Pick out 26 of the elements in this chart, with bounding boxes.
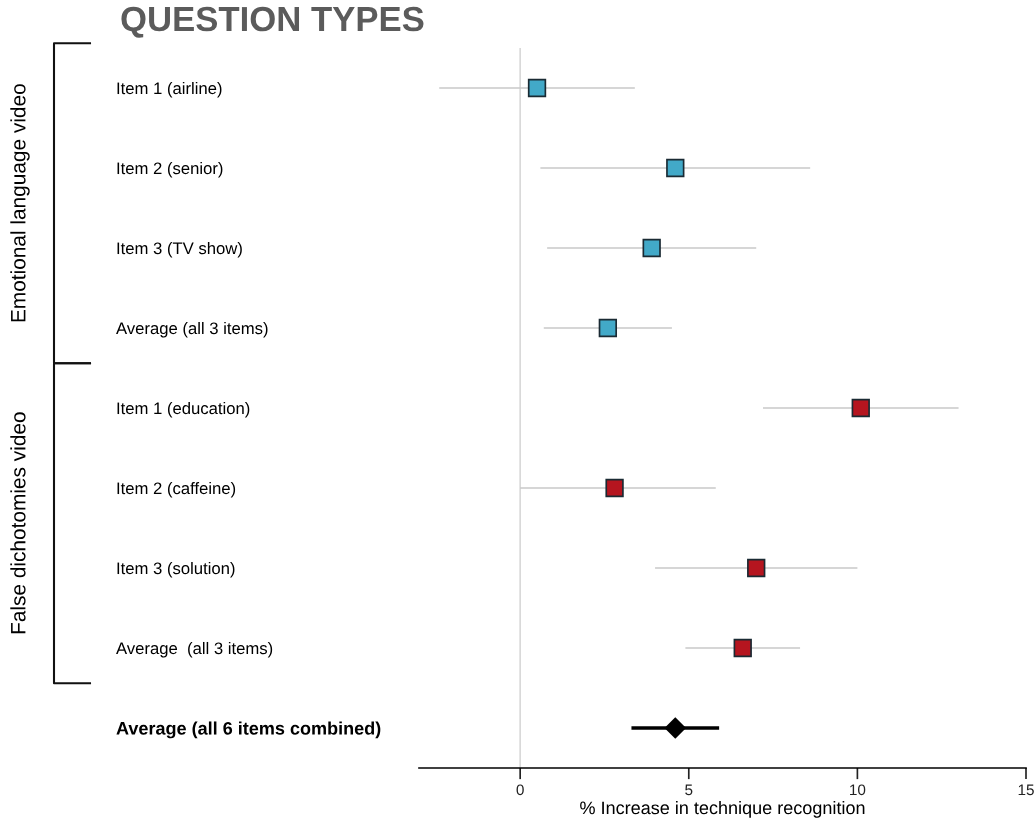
text: False dichotomies video (10, 412, 26, 634)
point (851, 398, 870, 418)
point (666, 158, 685, 178)
point (605, 478, 624, 498)
y-tick-label: Average (all 6 items combined) (116, 721, 381, 739)
y-tick-label: Item 1 (airline) (117, 81, 222, 98)
y-tick-label: Average (all 3 items) (116, 641, 273, 658)
y-tick-label: Item 1 (education) (117, 401, 250, 418)
point (598, 318, 618, 338)
x-tick-label: 10 (850, 784, 866, 796)
point (747, 558, 766, 578)
x-tick-label: 0 (516, 784, 524, 796)
chart-title: QUESTION TYPES (121, 6, 424, 38)
x-tick-label: 5 (685, 784, 693, 796)
text: Emotional language video (10, 84, 30, 322)
point (527, 78, 547, 98)
y-tick-label: Item 3 (TV show) (117, 241, 242, 258)
point (733, 638, 752, 658)
y-tick-label: Average (all 3 items) (116, 321, 268, 338)
point (642, 238, 661, 258)
y-tick-label: Item 2 (caffeine) (117, 481, 236, 498)
x-tick-label: 15 (1018, 784, 1034, 796)
y-tick-label: Item 3 (solution) (117, 561, 235, 578)
point (664, 717, 687, 739)
y-tick-label: Item 2 (senior) (117, 161, 223, 178)
x-axis-title: % Increase in technique recognition (580, 800, 865, 818)
